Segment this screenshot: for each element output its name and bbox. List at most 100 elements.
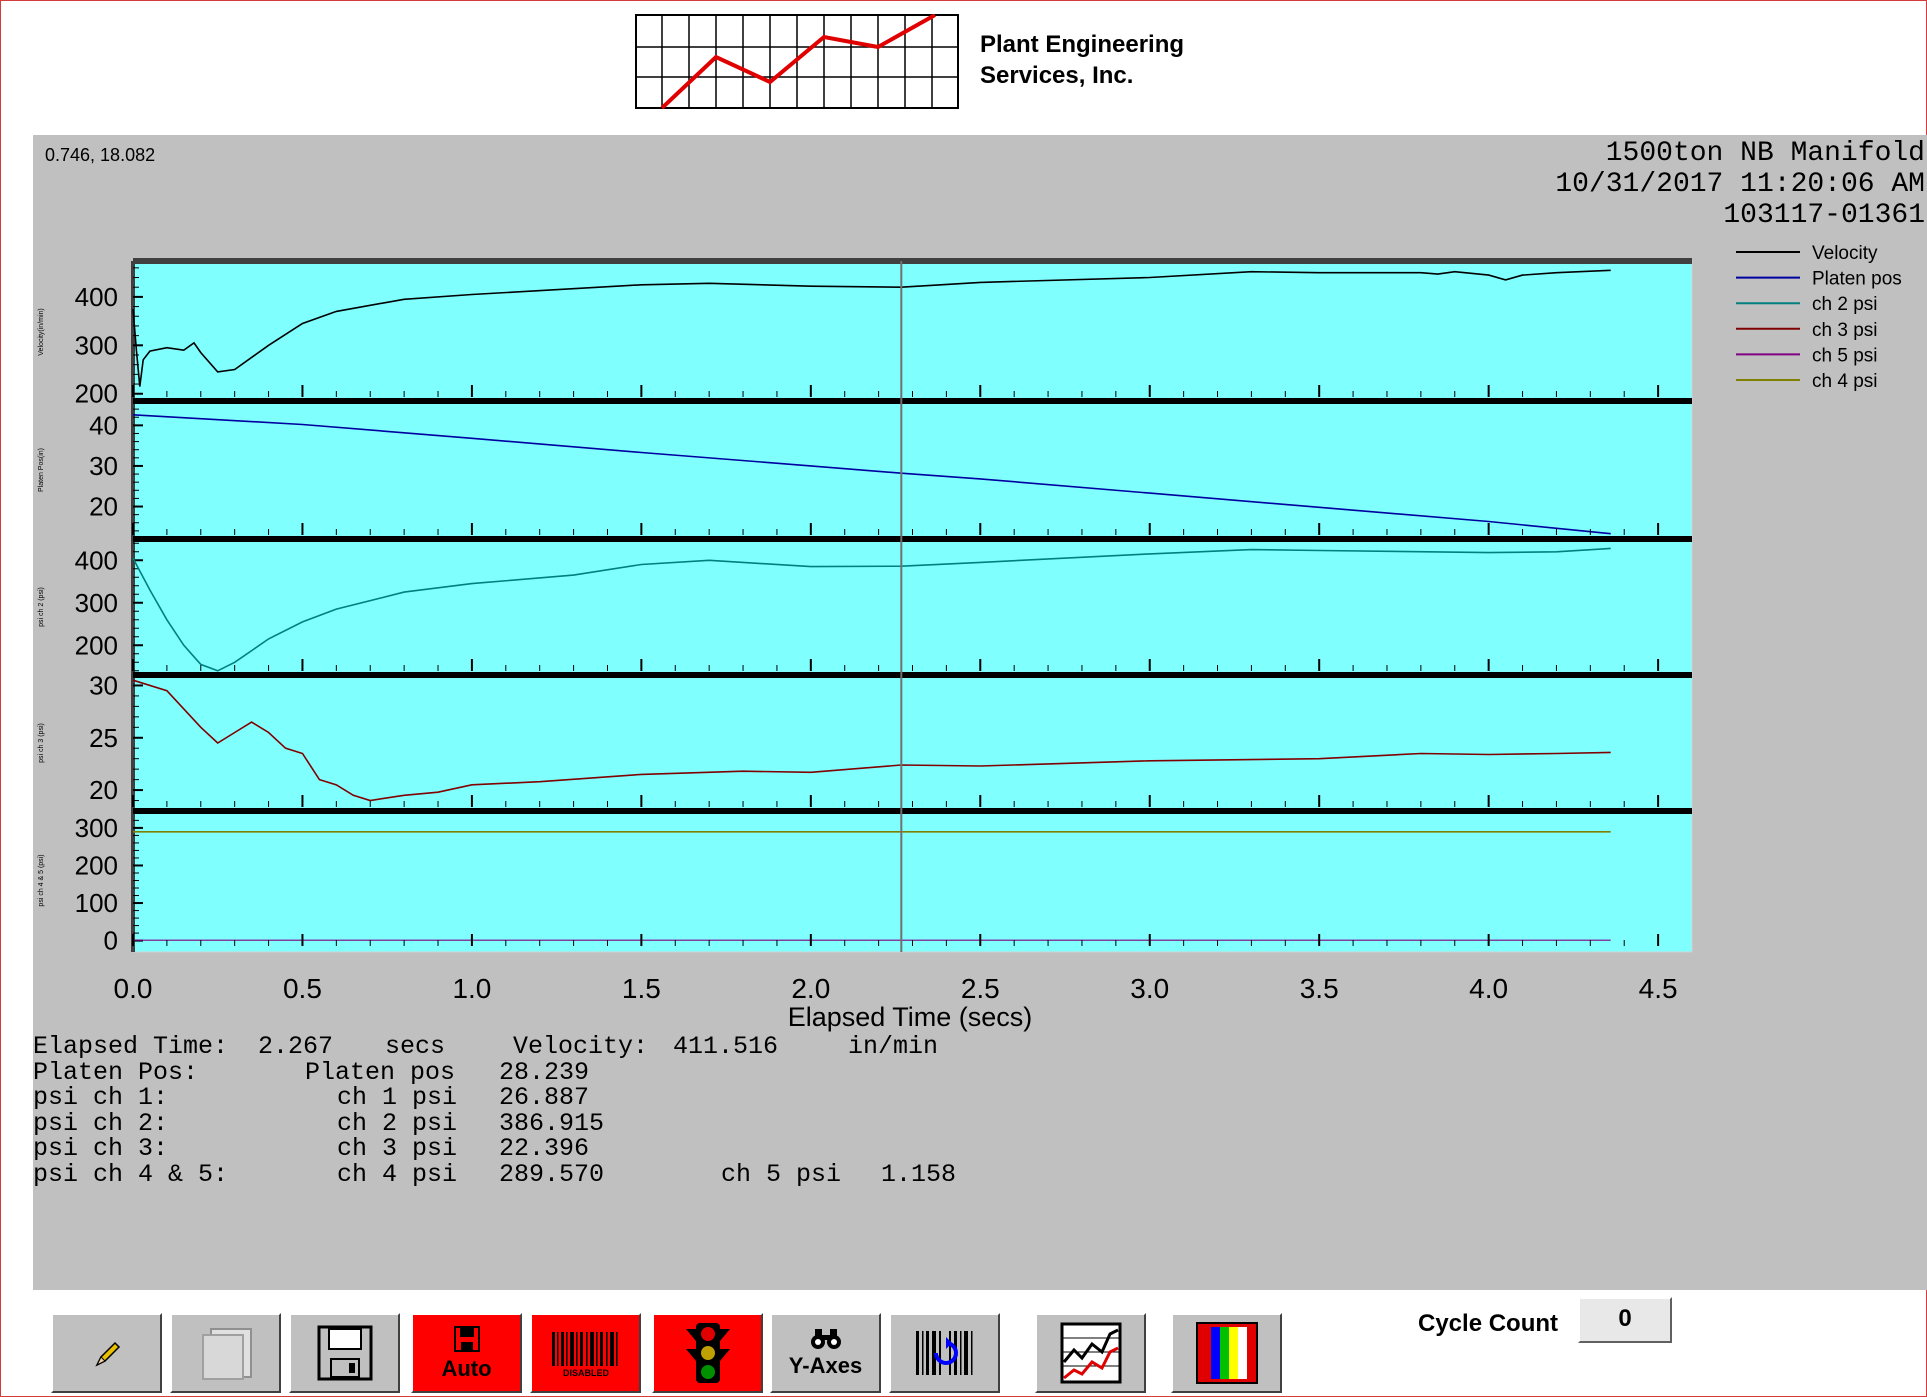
y-axis-label: psi ch 2 (psi) <box>38 587 45 627</box>
readout-label: psi ch 1: <box>33 1083 169 1113</box>
floppy-disk-icon <box>453 1326 480 1352</box>
x-tick-label: 1.0 <box>452 973 491 1004</box>
readout-unit: in/min <box>848 1032 939 1061</box>
readout-value: 2.267 <box>258 1032 334 1061</box>
company-name: Plant Engineering Services, Inc. <box>980 29 1184 91</box>
readout-channel: Platen pos <box>305 1057 456 1087</box>
y-tick-label: 30 <box>89 670 118 700</box>
readout-label: psi ch 3: <box>33 1134 169 1164</box>
readout-value: 22.396 <box>499 1134 590 1164</box>
x-axis-label: Elapsed Time (secs) <box>788 1002 1033 1032</box>
barcode-disabled-button[interactable]: DISABLED <box>530 1313 641 1393</box>
y-tick-label: 40 <box>89 410 118 440</box>
y-tick-label: 200 <box>75 850 118 880</box>
barcode-icon: DISABLED <box>551 1332 617 1378</box>
readout-channel: ch 2 psi <box>337 1108 458 1138</box>
readout-row-time: Elapsed Time: 2.267 secs Velocity: 411.5… <box>33 1034 938 1060</box>
y-tick-label: 400 <box>75 282 118 312</box>
readout-value: 289.570 <box>499 1159 605 1189</box>
y-tick-label: 200 <box>75 379 118 409</box>
y-tick-label: 20 <box>89 775 118 805</box>
x-tick-label: 3.5 <box>1300 973 1339 1004</box>
readout-row-ch45: psi ch 4 & 5: ch 4 psi 289.570 ch 5 psi … <box>33 1162 956 1188</box>
y-axis-label: Velocity(in/min) <box>38 308 45 355</box>
x-tick-label: 2.5 <box>961 973 1000 1004</box>
shot-id: 103117-01361 <box>1723 200 1925 231</box>
readout-value: 411.516 <box>673 1032 779 1061</box>
readout-channel: ch 1 psi <box>337 1083 458 1113</box>
x-tick-label: 3.0 <box>1130 973 1169 1004</box>
x-tick-label: 4.5 <box>1639 973 1678 1004</box>
pencil-icon <box>94 1341 120 1367</box>
legend-label: Velocity <box>1812 243 1878 264</box>
chart-view-button[interactable] <box>1035 1313 1146 1393</box>
y-axes-button[interactable]: Y-Axes <box>770 1313 881 1393</box>
floppy-disk-icon <box>317 1325 372 1381</box>
save-button[interactable] <box>289 1313 400 1393</box>
y-tick-label: 400 <box>75 545 118 575</box>
y-tick-label: 300 <box>75 330 118 360</box>
readout-label: Elapsed Time: <box>33 1032 229 1061</box>
plot-area <box>132 260 1693 953</box>
legend-label: Platen pos <box>1812 269 1902 290</box>
y-axis-label: Platen Pos(in) <box>38 448 45 492</box>
readout-value: 1.158 <box>881 1159 957 1189</box>
legend-label: ch 5 psi <box>1812 345 1877 366</box>
y-tick-label: 200 <box>75 630 118 660</box>
cycle-count-label: Cycle Count <box>1418 1310 1559 1337</box>
bottom-toolbar: Auto DISABLED <box>0 1305 1927 1397</box>
y-axis-label: psi ch 4 & 5 (psi) <box>38 854 45 906</box>
readout-label: Platen Pos: <box>33 1057 199 1087</box>
x-tick-label: 0.0 <box>114 973 153 1004</box>
company-logo <box>635 14 959 109</box>
readout-label: Velocity: <box>513 1032 649 1061</box>
y-tick-label: 30 <box>89 451 118 481</box>
readout-row-ch1: psi ch 1: ch 1 psi 26.887 <box>33 1085 589 1111</box>
readout-value: 386.915 <box>499 1108 605 1138</box>
readout-row-platen: Platen Pos: Platen pos 28.239 <box>33 1059 589 1086</box>
y-tick-label: 100 <box>75 888 118 918</box>
readout-label: psi ch 4 & 5: <box>33 1159 229 1189</box>
y-tick-label: 25 <box>89 723 118 753</box>
auto-button[interactable]: Auto <box>411 1313 522 1393</box>
barcode-scan-icon <box>915 1331 972 1375</box>
disabled-text: DISABLED <box>562 1368 609 1378</box>
x-tick-label: 1.5 <box>622 973 661 1004</box>
legend-label: ch 4 psi <box>1812 371 1877 392</box>
company-name-line2: Services, Inc. <box>980 62 1134 89</box>
readout-row-ch2: psi ch 2: ch 2 psi 386.915 <box>33 1111 604 1137</box>
legend-label: ch 2 psi <box>1812 294 1877 315</box>
x-tick-label: 0.5 <box>283 973 322 1004</box>
series-line-ch-2-psi <box>132 547 1611 672</box>
cycle-count-field[interactable]: 0 <box>1578 1297 1672 1343</box>
x-tick-label: 4.0 <box>1469 973 1508 1004</box>
readout-value: 26.887 <box>499 1083 590 1113</box>
y-tick-label: 300 <box>75 588 118 618</box>
readout-channel: ch 5 psi <box>721 1159 842 1189</box>
edit-button[interactable] <box>51 1313 162 1393</box>
binoculars-icon <box>810 1329 841 1349</box>
copy-pages-icon <box>201 1328 252 1380</box>
auto-label: Auto <box>441 1356 492 1381</box>
readout-label: psi ch 2: <box>33 1108 169 1138</box>
readout-row-ch3: psi ch 3: ch 3 psi 22.396 <box>33 1136 589 1162</box>
color-settings-button[interactable] <box>1171 1313 1282 1393</box>
traffic-light-icon <box>685 1323 730 1383</box>
series-line-ch-3-psi <box>132 679 1611 802</box>
cursor-readout-table: Elapsed Time: 2.267 secs Velocity: 411.5… <box>33 1034 956 1188</box>
readout-unit: secs <box>385 1032 446 1061</box>
y-tick-label: 0 <box>104 926 118 956</box>
traffic-light-button[interactable] <box>652 1313 763 1393</box>
y-axes-label: Y-Axes <box>788 1353 863 1378</box>
company-name-line1: Plant Engineering <box>980 31 1185 58</box>
chart-datetime: 10/31/2017 11:20:06 AM <box>1555 169 1925 200</box>
barcode-scan-button[interactable] <box>889 1313 1000 1393</box>
copy-button[interactable] <box>170 1313 281 1393</box>
readout-value: 28.239 <box>499 1057 590 1087</box>
cursor-coordinates: 0.746, 18.082 <box>45 145 156 165</box>
line-chart-icon <box>1060 1322 1121 1384</box>
readout-channel: ch 4 psi <box>337 1159 458 1189</box>
y-axis-label: psi ch 3 (psi) <box>38 723 45 763</box>
series-line-velocity <box>132 269 1611 387</box>
